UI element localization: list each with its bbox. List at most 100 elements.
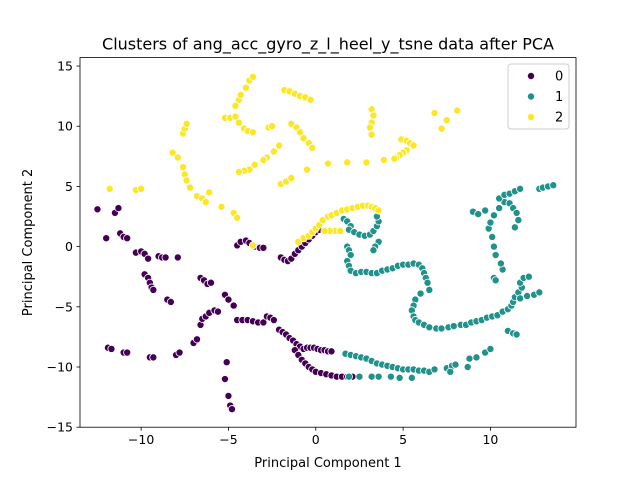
point-1 xyxy=(425,285,434,294)
point-2 xyxy=(231,101,240,110)
point-0 xyxy=(93,205,102,214)
point-1 xyxy=(423,278,432,287)
point-0 xyxy=(206,278,215,287)
point-2 xyxy=(343,158,352,167)
point-0 xyxy=(144,254,153,263)
point-1 xyxy=(523,291,532,300)
point-0 xyxy=(161,253,170,262)
point-2 xyxy=(367,130,376,139)
point-2 xyxy=(336,226,345,235)
point-0 xyxy=(123,234,132,243)
point-0 xyxy=(259,243,268,252)
point-2 xyxy=(168,148,177,157)
point-1 xyxy=(488,232,497,241)
point-0 xyxy=(173,253,182,262)
point-2 xyxy=(186,183,195,192)
point-2 xyxy=(233,213,242,222)
point-2 xyxy=(217,202,226,211)
point-2 xyxy=(287,173,296,182)
point-1 xyxy=(446,367,455,376)
point-1 xyxy=(416,289,425,298)
point-2 xyxy=(430,108,439,117)
point-2 xyxy=(201,198,210,207)
point-2 xyxy=(303,165,312,174)
point-2 xyxy=(296,128,305,137)
point-1 xyxy=(463,362,472,371)
legend-marker-2 xyxy=(527,113,536,122)
point-1 xyxy=(472,353,481,362)
point-2 xyxy=(241,83,250,92)
point-2 xyxy=(306,95,315,104)
point-1 xyxy=(514,216,523,225)
point-0 xyxy=(259,318,268,327)
point-1 xyxy=(355,372,364,381)
point-1 xyxy=(549,181,558,190)
point-0 xyxy=(227,405,236,414)
x-axis: −10 −5 0 5 10 xyxy=(128,427,498,447)
point-2 xyxy=(369,111,378,120)
x-tick-label: 0 xyxy=(312,432,320,447)
point-1 xyxy=(516,294,525,303)
point-1 xyxy=(524,272,533,281)
point-2 xyxy=(179,163,188,172)
point-0 xyxy=(102,234,111,243)
point-1 xyxy=(425,323,434,332)
y-axis: −15 −10 −5 0 5 10 15 xyxy=(47,59,80,435)
point-1 xyxy=(496,259,505,268)
point-2 xyxy=(268,122,277,131)
point-1 xyxy=(535,288,544,297)
y-tick-label: 0 xyxy=(65,239,73,254)
point-1 xyxy=(451,360,460,369)
point-1 xyxy=(489,211,498,220)
point-2 xyxy=(299,134,308,143)
y-tick-label: −15 xyxy=(47,420,73,435)
point-0 xyxy=(224,295,233,304)
legend-label-2: 2 xyxy=(555,111,563,126)
point-0 xyxy=(166,297,175,306)
point-0 xyxy=(222,358,231,367)
x-tick-label: −5 xyxy=(219,432,237,447)
y-tick-label: 10 xyxy=(57,119,73,134)
legend-marker-0 xyxy=(527,72,536,81)
point-2 xyxy=(259,155,268,164)
point-2 xyxy=(231,112,240,121)
point-1 xyxy=(495,204,504,213)
point-1 xyxy=(510,223,519,232)
point-2 xyxy=(234,167,243,176)
series-1 xyxy=(339,181,558,382)
plot-frame xyxy=(79,57,577,428)
point-2 xyxy=(453,106,462,115)
point-2 xyxy=(173,153,182,162)
point-2 xyxy=(248,128,257,137)
point-0 xyxy=(123,348,132,357)
point-1 xyxy=(344,372,353,381)
legend-label-1: 1 xyxy=(555,90,563,105)
point-0 xyxy=(149,285,158,294)
point-2 xyxy=(365,123,374,132)
point-2 xyxy=(205,188,214,197)
point-1 xyxy=(367,372,376,381)
point-0 xyxy=(220,375,229,384)
point-1 xyxy=(395,373,404,382)
point-2 xyxy=(248,72,257,81)
point-2 xyxy=(105,184,114,193)
point-2 xyxy=(236,90,245,99)
point-1 xyxy=(437,324,446,333)
chart-title: Clusters of ang_acc_gyro_z_l_heel_y_tsne… xyxy=(102,35,554,55)
point-2 xyxy=(437,124,446,133)
point-2 xyxy=(390,154,399,163)
point-0 xyxy=(193,335,202,344)
point-1 xyxy=(481,206,490,215)
x-axis-label: Principal Component 1 xyxy=(254,456,401,471)
legend-label-0: 0 xyxy=(555,70,563,85)
point-1 xyxy=(491,251,500,260)
point-0 xyxy=(107,344,116,353)
point-2 xyxy=(374,206,383,215)
point-2 xyxy=(182,119,191,128)
point-2 xyxy=(234,118,243,127)
point-0 xyxy=(229,301,238,310)
point-2 xyxy=(250,160,259,169)
point-1 xyxy=(491,276,500,285)
